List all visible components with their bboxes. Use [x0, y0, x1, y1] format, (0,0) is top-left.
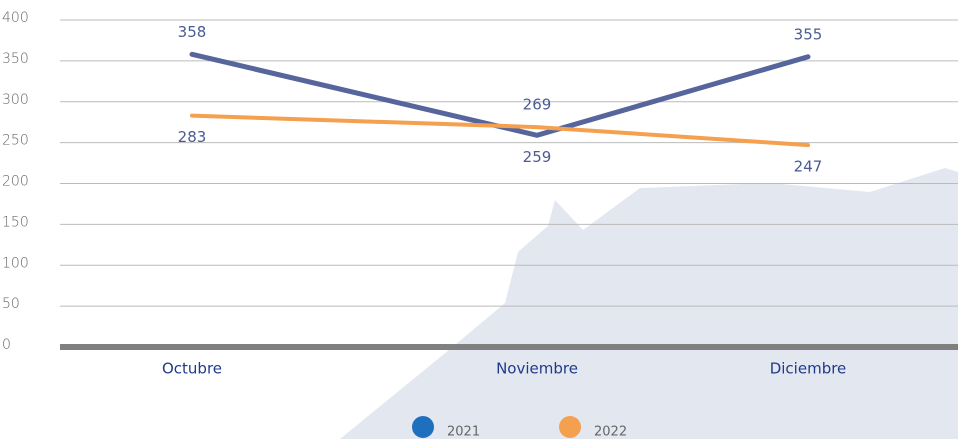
y-tick-label: 50 [2, 296, 20, 312]
y-tick-label: 100 [2, 255, 29, 271]
legend-label: 2021 [447, 425, 480, 439]
data-label: 355 [794, 25, 823, 43]
legend-marker [559, 416, 581, 438]
data-label: 247 [794, 158, 823, 176]
y-tick-label: 250 [2, 133, 29, 149]
y-tick-label: 350 [2, 51, 29, 67]
background-shape [340, 168, 958, 439]
data-label: 269 [523, 96, 552, 114]
y-tick-label: 150 [2, 214, 29, 230]
y-tick-label: 0 [2, 337, 11, 353]
y-tick-label: 300 [2, 92, 29, 108]
data-label: 283 [178, 128, 207, 146]
data-label: 358 [178, 23, 207, 41]
y-tick-label: 200 [2, 174, 29, 190]
x-tick-label: Octubre [162, 360, 222, 378]
legend-label: 2022 [594, 425, 627, 439]
legend-marker [412, 416, 434, 438]
data-label: 259 [523, 148, 552, 166]
y-tick-label: 400 [2, 10, 29, 26]
series-line [190, 113, 810, 148]
x-tick-label: Diciembre [770, 360, 847, 378]
series-line [189, 51, 811, 138]
x-tick-label: Noviembre [496, 360, 578, 378]
